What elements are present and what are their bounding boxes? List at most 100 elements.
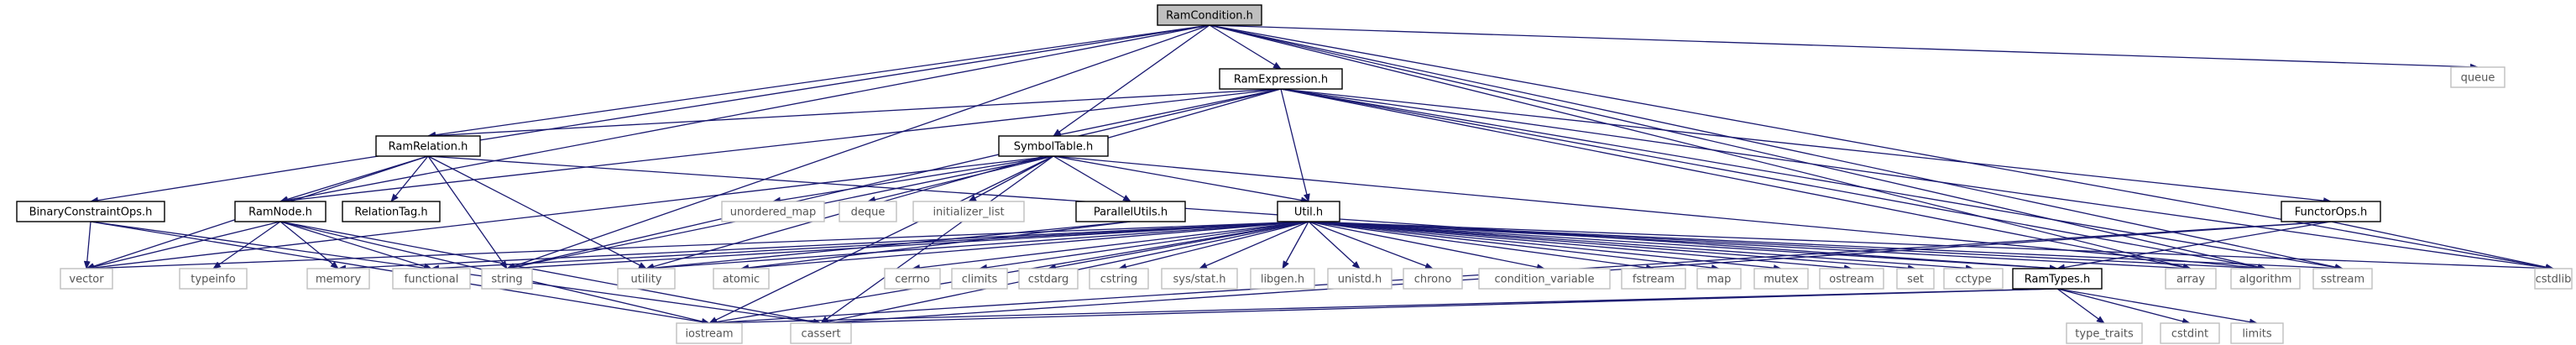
node-cstring: cstring [1089,269,1148,289]
node-label-atomic: atomic [723,274,760,286]
node-sstream: sstream [2313,269,2372,289]
node-label-climits: climits [962,274,998,286]
node-label-cstring: cstring [1100,274,1137,286]
edge-binaryconstraintops-to-vector [86,222,91,269]
node-label-unistd: unistd.h [1338,274,1382,286]
node-label-ramtypes: RamTypes.h [2025,274,2090,286]
node-label-ramrelation: RamRelation.h [389,141,468,154]
edge-util-to-string [507,222,1309,269]
node-label-chrono: chrono [1414,274,1452,286]
edge-ramtypes-to-limits [2057,289,2257,323]
node-ramrelation[interactable]: RamRelation.h [376,136,480,156]
node-label-condition_variable: condition_variable [1494,274,1594,286]
node-label-symboltable: SymbolTable.h [1014,141,1093,154]
node-iostream: iostream [677,323,742,343]
edge-ramexpression-to-util [1281,89,1309,201]
node-string: string [482,269,532,289]
node-label-relationtag: RelationTag.h [354,206,427,219]
node-fstream: fstream [1622,269,1685,289]
node-label-ostream: ostream [1829,274,1874,286]
node-sysstat: sys/stat.h [1162,269,1237,289]
node-label-cstdlib: cstdlib [2536,274,2572,286]
node-initializer_list: initializer_list [913,201,1024,222]
edge-ramcondition-to-ramrelation [428,25,1210,136]
node-label-set: set [1907,274,1924,286]
edge-parallelutils-to-utility [646,222,1131,269]
edge-ramexpression-to-symboltable [1053,89,1281,136]
node-label-iostream: iostream [685,328,733,341]
node-chrono: chrono [1403,269,1462,289]
edge-util-to-unistd [1309,222,1360,269]
edge-ramexpression-to-ramrelation [428,89,1281,136]
node-label-cstdint: cstdint [2171,328,2208,341]
node-label-queue: queue [2461,72,2495,85]
node-cstdarg: cstdarg [1019,269,1078,289]
node-label-functional: functional [405,274,459,286]
node-deque: deque [839,201,896,222]
node-label-cctype: cctype [1955,274,1991,286]
node-label-mutex: mutex [1763,274,1799,286]
node-label-libgen: libgen.h [1261,274,1304,286]
node-memory: memory [307,269,369,289]
node-label-memory: memory [316,274,362,286]
edge-util-to-cctype [1309,222,1973,269]
node-label-sysstat: sys/stat.h [1173,274,1226,286]
edge-ramtypes-to-cassert [821,289,2057,323]
node-ramnode[interactable]: RamNode.h [235,201,326,222]
edge-ramexpression-to-sstream [1281,89,2343,269]
edge-ramrelation-to-ramtypes [428,156,2057,269]
node-label-string: string [491,274,522,286]
node-label-ramnode: RamNode.h [248,206,312,219]
node-label-initializer_list: initializer_list [933,206,1004,219]
edge-ramcondition-to-ramnode [280,25,1210,201]
edge-ramexpression-to-array [1281,89,2191,269]
node-functional: functional [393,269,470,289]
node-label-sstream: sstream [2321,274,2364,286]
node-unordered_map: unordered_map [722,201,824,222]
node-array: array [2166,269,2216,289]
node-functorops[interactable]: FunctorOps.h [2281,201,2380,222]
node-binaryconstraintops[interactable]: BinaryConstraintOps.h [17,201,165,222]
node-ramtypes[interactable]: RamTypes.h [2013,269,2102,289]
node-queue: queue [2451,67,2505,87]
node-ramexpression[interactable]: RamExpression.h [1220,69,1342,89]
node-label-fstream: fstream [1633,274,1675,286]
edge-util-to-libgen [1283,222,1309,269]
node-label-array: array [2176,274,2205,286]
edge-util-to-ostream [1309,222,1852,269]
edge-ramtypes-to-cstdint [2057,289,2190,323]
edge-ramcondition-to-array [1210,25,2191,269]
node-cstdlib: cstdlib [2535,269,2572,289]
node-vector: vector [60,269,112,289]
node-relationtag[interactable]: RelationTag.h [342,201,440,222]
edge-ramexpression-to-cstdlib [1281,89,2553,269]
node-cassert: cassert [791,323,851,343]
node-label-parallelutils: ParallelUtils.h [1094,206,1168,219]
node-parallelutils[interactable]: ParallelUtils.h [1076,201,1185,222]
node-label-type_traits: type_traits [2075,328,2134,341]
node-util[interactable]: Util.h [1278,201,1340,222]
node-label-typeinfo: typeinfo [191,274,235,286]
node-ramcondition[interactable]: RamCondition.h [1157,5,1262,25]
node-cctype: cctype [1944,269,2003,289]
edge-ramrelation-to-relationtag [391,156,428,201]
node-label-vector: vector [69,274,104,286]
edge-ramtypes-to-type_traits [2057,289,2104,323]
node-cerrno: cerrno [885,269,940,289]
node-libgen: libgen.h [1251,269,1314,289]
node-algorithm: algorithm [2231,269,2300,289]
node-label-functorops: FunctorOps.h [2295,206,2367,219]
node-label-cerrno: cerrno [895,274,930,286]
node-label-binaryconstraintops: BinaryConstraintOps.h [29,206,153,219]
node-ostream: ostream [1820,269,1884,289]
edge-util-to-array [1309,222,2191,269]
node-set: set [1897,269,1934,289]
node-label-algorithm: algorithm [2239,274,2292,286]
node-label-map: map [1707,274,1732,286]
node-label-unordered_map: unordered_map [730,206,817,219]
node-unistd: unistd.h [1328,269,1392,289]
edge-ramcondition-to-algorithm [1210,25,2265,269]
edge-symboltable-to-vector [86,156,1053,269]
node-symboltable[interactable]: SymbolTable.h [999,136,1108,156]
